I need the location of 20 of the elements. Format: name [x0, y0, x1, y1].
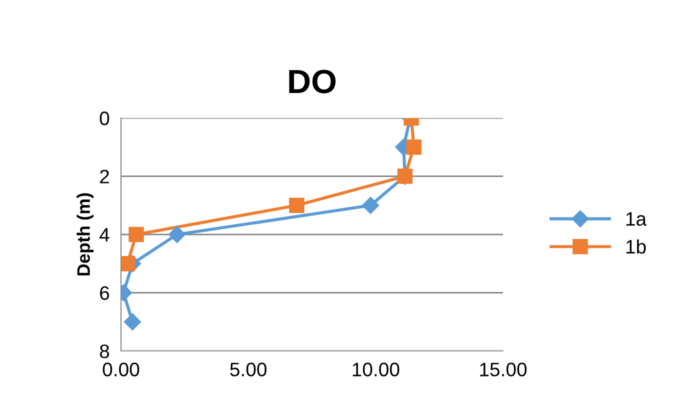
x-tick-label: 5.00: [230, 362, 266, 376]
point: [121, 256, 136, 272]
y-tick-label: 6: [100, 286, 110, 300]
point: [362, 196, 380, 214]
y-tick-label: 2: [100, 170, 109, 184]
x-tick-label: 15.00: [480, 362, 527, 376]
legend-label: 1a: [626, 212, 647, 226]
legend-label: 1b: [626, 239, 646, 254]
point: [128, 226, 144, 242]
x-tick-label: 0.00: [102, 362, 140, 376]
point: [168, 226, 186, 244]
y-tick-label: 8: [100, 344, 110, 358]
y-tick-label: 4: [100, 228, 110, 242]
point: [406, 139, 422, 155]
x-tick-label: 10.00: [352, 362, 400, 376]
point: [289, 198, 304, 214]
point: [124, 313, 142, 330]
y-axis-title: Depth (m): [76, 193, 94, 276]
y-tick-label: 0: [100, 111, 110, 126]
chart-title: DO: [289, 70, 336, 94]
